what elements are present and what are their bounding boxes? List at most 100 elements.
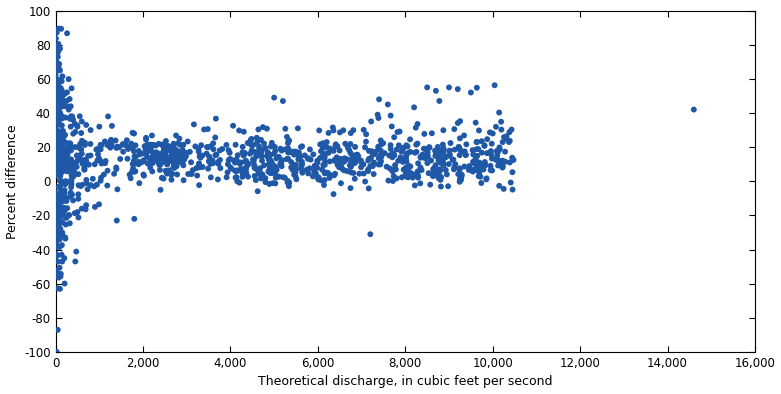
Point: [264, 152, 276, 158]
Point: [50, 147, 62, 153]
Point: [423, 170, 435, 177]
Point: [185, 159, 198, 165]
Point: [187, 121, 200, 128]
Point: [425, 157, 437, 164]
Point: [59, 206, 72, 213]
Point: [222, 161, 234, 167]
Point: [58, 193, 70, 200]
Point: [55, 146, 67, 152]
Point: [53, 229, 66, 235]
Point: [55, 178, 68, 184]
Point: [169, 146, 181, 152]
Point: [52, 54, 64, 60]
Point: [296, 168, 308, 174]
Point: [93, 123, 105, 130]
Point: [50, 229, 62, 235]
Point: [437, 141, 449, 148]
Point: [266, 160, 278, 166]
Point: [53, 148, 66, 154]
Point: [52, 184, 64, 190]
Point: [239, 150, 251, 156]
Point: [467, 167, 480, 173]
Point: [51, 132, 63, 138]
Point: [240, 166, 252, 173]
Point: [62, 76, 75, 82]
Point: [255, 153, 268, 159]
Point: [230, 168, 243, 175]
Point: [437, 150, 450, 156]
Point: [52, 218, 65, 225]
Point: [444, 147, 456, 154]
Point: [52, 108, 64, 115]
Point: [437, 127, 450, 134]
Point: [93, 155, 105, 162]
Point: [419, 146, 431, 152]
Point: [319, 151, 332, 157]
Point: [55, 187, 67, 193]
Point: [245, 136, 258, 142]
Point: [291, 149, 303, 156]
Point: [50, 160, 62, 166]
Point: [52, 47, 65, 53]
Point: [98, 171, 110, 178]
Point: [68, 172, 80, 178]
Point: [52, 43, 64, 50]
Point: [88, 183, 101, 190]
Point: [478, 142, 490, 149]
Point: [50, 106, 62, 113]
Point: [52, 224, 65, 230]
Point: [454, 167, 466, 173]
Point: [173, 149, 186, 155]
Point: [66, 181, 78, 187]
Point: [382, 177, 394, 184]
Point: [62, 149, 74, 155]
Point: [50, 130, 62, 137]
Point: [55, 90, 68, 96]
Point: [323, 175, 336, 181]
Point: [230, 141, 242, 148]
Point: [54, 45, 66, 52]
Point: [50, 82, 62, 88]
Point: [323, 171, 335, 178]
Point: [342, 145, 355, 152]
Point: [473, 160, 486, 166]
Point: [80, 158, 92, 164]
Point: [254, 151, 266, 158]
Point: [315, 148, 327, 154]
Point: [163, 157, 176, 163]
Point: [335, 180, 348, 186]
Point: [352, 153, 365, 159]
Point: [167, 160, 180, 167]
Point: [56, 149, 69, 155]
Point: [50, 241, 62, 247]
Point: [337, 158, 349, 164]
Point: [127, 161, 139, 167]
Point: [52, 231, 64, 238]
Point: [69, 163, 81, 169]
Point: [486, 141, 498, 147]
Point: [146, 153, 159, 160]
Point: [73, 182, 85, 188]
Point: [455, 171, 468, 178]
Point: [123, 171, 136, 178]
Point: [338, 167, 351, 173]
Point: [288, 166, 301, 172]
Point: [248, 164, 261, 171]
Point: [187, 167, 199, 173]
Point: [330, 154, 343, 160]
Point: [95, 178, 107, 184]
Point: [503, 139, 515, 145]
Point: [52, 197, 65, 203]
Point: [51, 110, 63, 116]
Point: [238, 158, 251, 165]
Point: [70, 159, 83, 165]
Point: [137, 157, 150, 164]
Point: [454, 165, 466, 171]
Point: [104, 145, 116, 151]
Point: [50, 145, 62, 152]
Point: [362, 148, 375, 154]
Point: [430, 151, 442, 158]
Point: [251, 188, 264, 194]
Point: [414, 164, 426, 171]
Point: [408, 182, 421, 189]
